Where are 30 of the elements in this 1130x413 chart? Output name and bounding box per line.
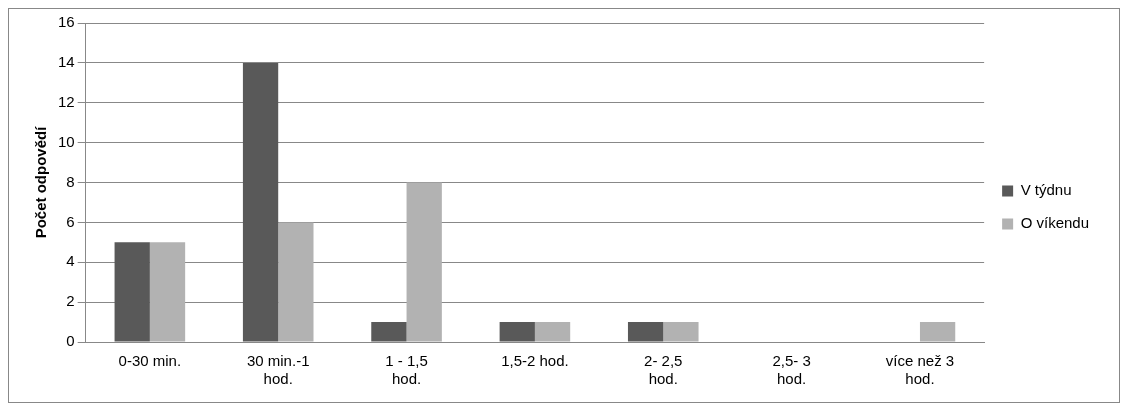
y-tick-label: 2 — [66, 292, 75, 310]
x-tick-label: 2,5- 3 hod. — [772, 352, 811, 388]
x-tick-label: 1 - 1,5 hod. — [385, 352, 428, 388]
bar — [534, 322, 571, 342]
x-tick-label: 0-30 min. — [118, 352, 182, 370]
y-tick-label: 8 — [66, 172, 75, 190]
bar — [499, 322, 535, 342]
x-tick-label: více než 3 hod. — [885, 352, 955, 388]
legend-label: V týdnu — [1020, 181, 1072, 199]
bar — [114, 242, 150, 342]
y-axis-title: Počet odpovědí — [32, 125, 50, 239]
bar — [406, 182, 442, 342]
x-tick-label: 1,5-2 hod. — [501, 352, 569, 370]
y-tick-label: 16 — [58, 13, 75, 31]
bar — [242, 62, 279, 342]
y-tick-label: 6 — [66, 212, 75, 230]
bar — [627, 322, 664, 342]
x-tick-label: 2- 2,5 hod. — [644, 352, 683, 388]
y-tick-label: 14 — [58, 53, 75, 71]
bar — [919, 322, 956, 342]
y-tick-label: 10 — [58, 132, 75, 150]
bar — [663, 322, 699, 342]
x-tick-label: 30 min.-1 hod. — [246, 352, 310, 388]
bar — [278, 222, 314, 342]
y-tick-label: 4 — [66, 252, 75, 270]
legend-label: O víkendu — [1020, 214, 1089, 232]
bar — [371, 322, 407, 342]
y-tick-label: 12 — [58, 92, 75, 110]
y-tick-label: 0 — [66, 332, 75, 350]
bar — [149, 242, 186, 342]
